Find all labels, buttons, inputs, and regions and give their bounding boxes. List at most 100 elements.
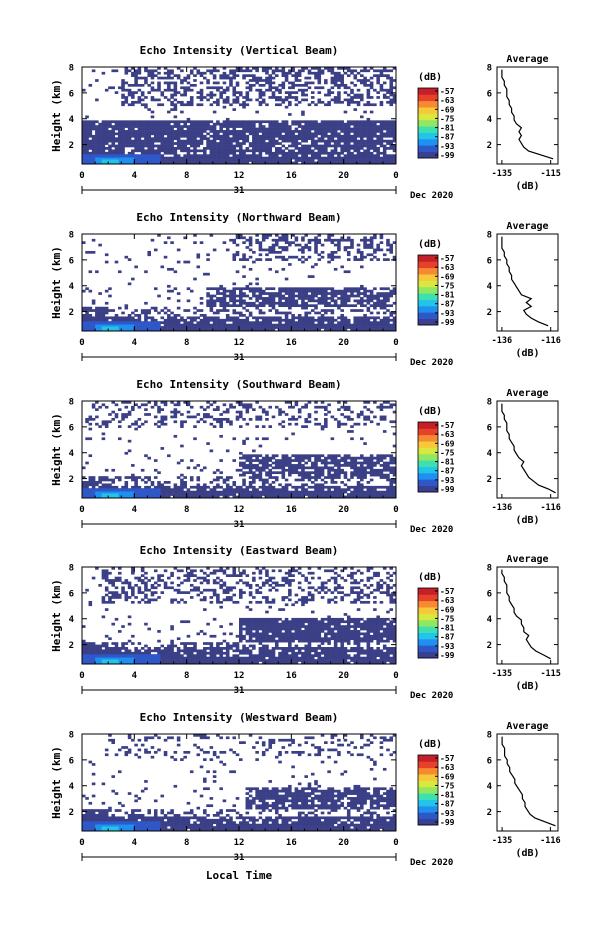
heatmap-cell	[334, 418, 338, 421]
heatmap-cell	[239, 486, 243, 489]
heatmap-cell	[255, 425, 259, 428]
heatmap-cell	[318, 147, 322, 150]
heatmap-cell	[249, 99, 253, 102]
heatmap-cell	[102, 137, 106, 140]
heatmap-cell	[200, 82, 204, 85]
heatmap-cell	[200, 123, 204, 126]
heatmap-cell	[331, 157, 335, 160]
heatmap-cell	[105, 128, 109, 131]
heatmap-cell	[278, 152, 282, 155]
heatmap-cell	[252, 123, 256, 126]
heatmap-cell	[347, 326, 351, 329]
heatmap-cell	[229, 491, 233, 494]
profile-x-tick-label: -116	[540, 336, 560, 346]
heatmap-cell	[242, 120, 246, 123]
colorbar-tick-label: -93	[440, 142, 455, 151]
heatmap-cell	[262, 249, 266, 252]
heatmap-cell	[249, 123, 253, 126]
heatmap-cell	[363, 111, 367, 114]
x-tick-label: 16	[286, 338, 297, 348]
heatmap-cell	[210, 287, 214, 290]
heatmap-cell	[376, 462, 380, 465]
heatmap-cell	[298, 120, 302, 123]
heatmap-cell	[196, 123, 200, 126]
heatmap-cell	[386, 491, 390, 494]
heatmap-cell	[360, 488, 364, 491]
heatmap-cell	[344, 149, 348, 152]
heatmap-cell	[151, 140, 155, 143]
heatmap-cell	[252, 491, 256, 494]
heatmap-cell	[141, 125, 145, 128]
heatmap-cell	[268, 152, 272, 155]
heatmap-cell	[340, 74, 344, 77]
heatmap-cell	[183, 420, 187, 423]
heatmap-cell	[118, 125, 122, 128]
heatmap-cell	[318, 149, 322, 152]
heatmap-cell	[278, 89, 282, 92]
x-tick-label: 16	[286, 171, 297, 181]
heatmap-cell	[167, 454, 171, 457]
heatmap-cell	[291, 416, 295, 419]
heatmap-cell	[347, 132, 351, 135]
heatmap-cell	[389, 89, 393, 92]
heatmap-cell	[164, 147, 168, 150]
heatmap-cell	[190, 149, 194, 152]
heatmap-cell	[249, 145, 253, 148]
heatmap-cell	[141, 423, 145, 426]
heatmap-cell	[370, 457, 374, 460]
heatmap-cell	[105, 316, 109, 319]
heatmap-cell	[82, 140, 86, 143]
heatmap-cell	[321, 86, 325, 89]
heatmap-cell	[206, 159, 210, 162]
heatmap-cell	[102, 437, 106, 440]
heatmap-cell	[268, 123, 272, 126]
heatmap-cell	[298, 316, 302, 319]
heatmap-cell	[242, 275, 246, 278]
heatmap-cell	[360, 292, 364, 295]
heatmap-cell	[324, 79, 328, 82]
heatmap-cell	[262, 239, 266, 242]
heatmap-cell	[196, 149, 200, 152]
heatmap-cell	[85, 130, 89, 133]
heatmap-cell	[219, 304, 223, 307]
heatmap-cell	[174, 270, 178, 273]
heatmap-cell	[311, 493, 315, 496]
heatmap-cell	[121, 96, 125, 99]
heatmap-cell	[210, 302, 214, 305]
heatmap-cell	[246, 457, 250, 460]
heatmap-cell	[98, 137, 102, 140]
heatmap-cell	[268, 488, 272, 491]
heatmap-cell	[167, 132, 171, 135]
heatmap-cell	[196, 256, 200, 259]
heatmap-cell	[367, 147, 371, 150]
heatmap-cell	[193, 486, 197, 489]
heatmap-cell	[134, 82, 138, 85]
heatmap-cell	[360, 285, 364, 288]
heatmap-cell	[353, 154, 357, 157]
heatmap-cell	[92, 302, 96, 305]
heatmap-cell	[161, 321, 165, 324]
heatmap-cell	[301, 256, 305, 259]
heatmap-cell	[259, 324, 263, 327]
heatmap-cell	[376, 292, 380, 295]
heatmap-cell	[242, 287, 246, 290]
heatmap-cell	[389, 290, 393, 293]
heatmap-cell	[282, 319, 286, 322]
heatmap-cell	[350, 464, 354, 467]
heatmap-cell	[321, 132, 325, 135]
heatmap-cell	[275, 96, 279, 99]
heatmap-cell	[141, 469, 145, 472]
heatmap-cell	[370, 292, 374, 295]
colorbar: -57-63-69-75-81-87-93-99	[418, 254, 455, 327]
heatmap-cell	[340, 123, 344, 126]
y-tick-label: 4	[69, 282, 75, 292]
heatmap-cell	[282, 493, 286, 496]
heatmap-cell	[334, 125, 338, 128]
heatmap-cell	[180, 423, 184, 426]
heatmap-cell	[304, 130, 308, 133]
heatmap-cell	[318, 488, 322, 491]
heatmap-cell	[367, 302, 371, 305]
heatmap-cell	[180, 413, 184, 416]
heatmap-cell	[334, 96, 338, 99]
heatmap-cell	[360, 491, 364, 494]
